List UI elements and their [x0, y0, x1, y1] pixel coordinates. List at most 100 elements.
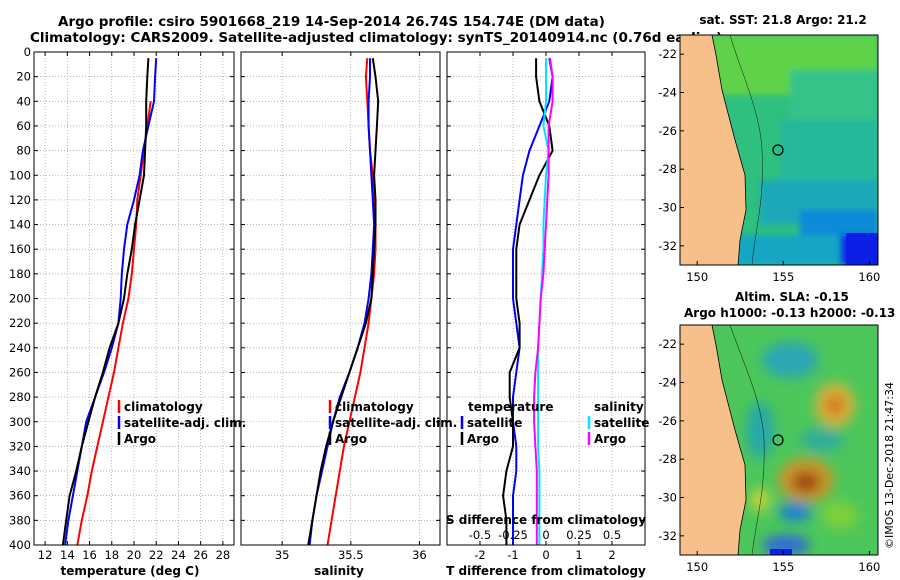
x-tick-label: 28: [216, 548, 231, 562]
x-tick-label: 20: [127, 548, 142, 562]
map-x-tick-label: 155: [772, 270, 794, 284]
y-tick-label: 240: [9, 341, 31, 355]
sst-map-frame: [679, 34, 879, 266]
x-tick-label: 12: [38, 548, 53, 562]
y-tick-label: 380: [9, 513, 31, 527]
temperature-xlabel: temperature (deg C): [61, 564, 200, 578]
y-tick-label: 340: [9, 464, 31, 478]
legend-label-argo: Argo: [124, 432, 156, 446]
y-tick-label: 200: [9, 292, 31, 306]
x-tick-label-salinity: 0.5: [603, 528, 621, 542]
y-tick-label: 100: [9, 168, 31, 182]
legend-label-satellite: satellite-adj. clim.: [124, 416, 246, 430]
temperature-legend: climatology satellite-adj. clim. Argo: [117, 400, 246, 446]
legend-label-t-satellite: satellite: [467, 416, 522, 430]
salinity-xlabel: salinity: [314, 564, 364, 578]
x-tick-label-salinity: -0.5: [469, 528, 491, 542]
y-tick-label: 320: [9, 439, 31, 453]
legend-label-argo: Argo: [335, 432, 367, 446]
y-tick-label: 360: [9, 489, 31, 503]
map-y-tick-label: -28: [658, 452, 677, 466]
map-y-tick-label: -30: [658, 491, 677, 505]
map-x-tick-label: 160: [858, 270, 880, 284]
sla-map-frame: [679, 324, 879, 556]
x-tick-label: 0: [542, 548, 549, 562]
difference-xlabel: T difference from climatology: [446, 564, 646, 578]
sla-map-field: [680, 325, 878, 555]
y-tick-label: 260: [9, 365, 31, 379]
x-tick-label: 26: [193, 548, 208, 562]
x-tick-label: 35: [275, 548, 290, 562]
series-line-t-satellite: [512, 58, 554, 545]
map-y-tick-label: -26: [658, 124, 677, 138]
y-tick-label: 180: [9, 267, 31, 281]
map-y-tick-label: -28: [658, 162, 677, 176]
panel-frame: [33, 51, 235, 546]
y-tick-label: 60: [16, 119, 31, 133]
legend-label-climatology: climatology: [335, 400, 414, 414]
y-tick-label: 20: [16, 70, 31, 84]
sla-map-argo-marker: [772, 434, 784, 446]
x-tick-label: 35.5: [338, 548, 364, 562]
y-tick-label: 140: [9, 218, 31, 232]
map-x-tick-label: 155: [772, 560, 794, 574]
series-line-satellite-adj-clim-: [64, 58, 158, 546]
y-tick-label: 80: [16, 144, 31, 158]
salinity-panel: 35 35.5 36: [240, 51, 441, 562]
x-tick-label: -2: [474, 548, 485, 562]
legend-label-t-argo: Argo: [467, 432, 499, 446]
map-y-tick-label: -22: [658, 337, 677, 351]
x-tick-label-salinity: 0: [542, 528, 549, 542]
series-line-s-argo: [533, 58, 554, 545]
temperature-panel: 0 20 40 60 80 100 120 140 160 180 200 220 240 260 280 3…: [9, 45, 235, 562]
x-tick-label: -1: [507, 548, 518, 562]
sla-map-title-line2: Argo h1000: -0.13 h2000: -0.13: [684, 306, 895, 320]
figure-title-line2: Climatology: CARS2009. Satellite-adjuste…: [30, 30, 722, 46]
map-y-tick-label: -32: [658, 529, 677, 543]
series-line-climatology: [76, 101, 152, 546]
x-tick-label: 36: [412, 548, 427, 562]
series-line-argo: [61, 58, 150, 546]
x-tick-label: 24: [171, 548, 186, 562]
x-tick-label: 16: [82, 548, 97, 562]
sst-map-field: [680, 35, 878, 265]
sla-map-title-line1: Altim. SLA: -0.15: [735, 290, 849, 304]
map-x-tick-label: 160: [858, 560, 880, 574]
panel-frame: [446, 51, 646, 546]
legend-label-climatology: climatology: [124, 400, 203, 414]
x-tick-label-salinity: 0.25: [566, 528, 592, 542]
series-line-t-argo: [502, 58, 554, 545]
y-tick-label: 220: [9, 316, 31, 330]
x-tick-label: 2: [608, 548, 615, 562]
legend-label-s-satellite: satellite: [594, 416, 649, 430]
y-tick-label: 0: [24, 45, 31, 59]
series-line-satellite-adj-clim-: [308, 58, 376, 546]
y-tick-label: 400: [9, 538, 31, 552]
figure-title-line1: Argo profile: csiro 5901668_219 14-Sep-2…: [58, 14, 605, 30]
difference-xlabel-top: S difference from climatology: [446, 513, 646, 527]
legend-title-salinity: salinity: [594, 400, 644, 414]
y-tick-label: 280: [9, 390, 31, 404]
panel-frame: [240, 51, 441, 546]
map-y-tick-label: -24: [658, 86, 677, 100]
y-tick-label: 300: [9, 415, 31, 429]
series-line-argo: [307, 58, 380, 546]
salinity-legend: climatology satellite-adj. clim. Argo: [328, 400, 457, 446]
x-tick-label: 22: [149, 548, 164, 562]
map-x-tick-label: 150: [686, 270, 708, 284]
map-y-tick-label: -24: [658, 376, 677, 390]
map-y-tick-label: -30: [658, 201, 677, 215]
x-tick-label: 1: [575, 548, 582, 562]
map-y-tick-label: -22: [658, 47, 677, 61]
sst-map-title: sat. SST: 21.8 Argo: 21.2: [699, 13, 866, 27]
x-tick-label: 14: [60, 548, 75, 562]
difference-legend: temperature salinity satellite Argo sate…: [460, 400, 649, 446]
x-tick-label: 18: [104, 548, 119, 562]
y-tick-label: 40: [16, 94, 31, 108]
map-y-tick-label: -26: [658, 414, 677, 428]
sst-map-land: [680, 35, 747, 265]
legend-label-s-argo: Argo: [594, 432, 626, 446]
y-tick-label: 120: [9, 193, 31, 207]
map-x-tick-label: 150: [686, 560, 708, 574]
